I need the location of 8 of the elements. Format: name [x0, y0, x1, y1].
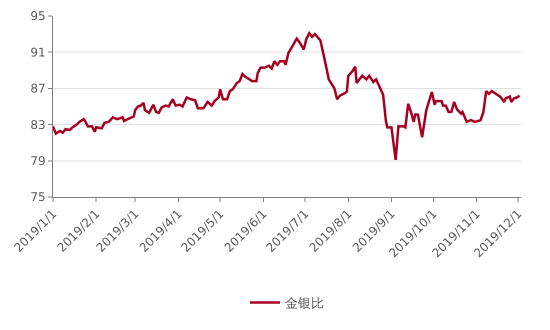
y-tick-label: 91 [30, 45, 46, 60]
y-tick-label: 87 [30, 82, 46, 96]
y-tick-label: 75 [30, 190, 46, 204]
legend-label: 金银比 [285, 296, 324, 312]
y-tick-label: 83 [30, 118, 46, 132]
y-tick-label: 79 [30, 154, 46, 168]
y-tick-label: 95 [30, 9, 46, 24]
line-series [53, 32, 521, 162]
